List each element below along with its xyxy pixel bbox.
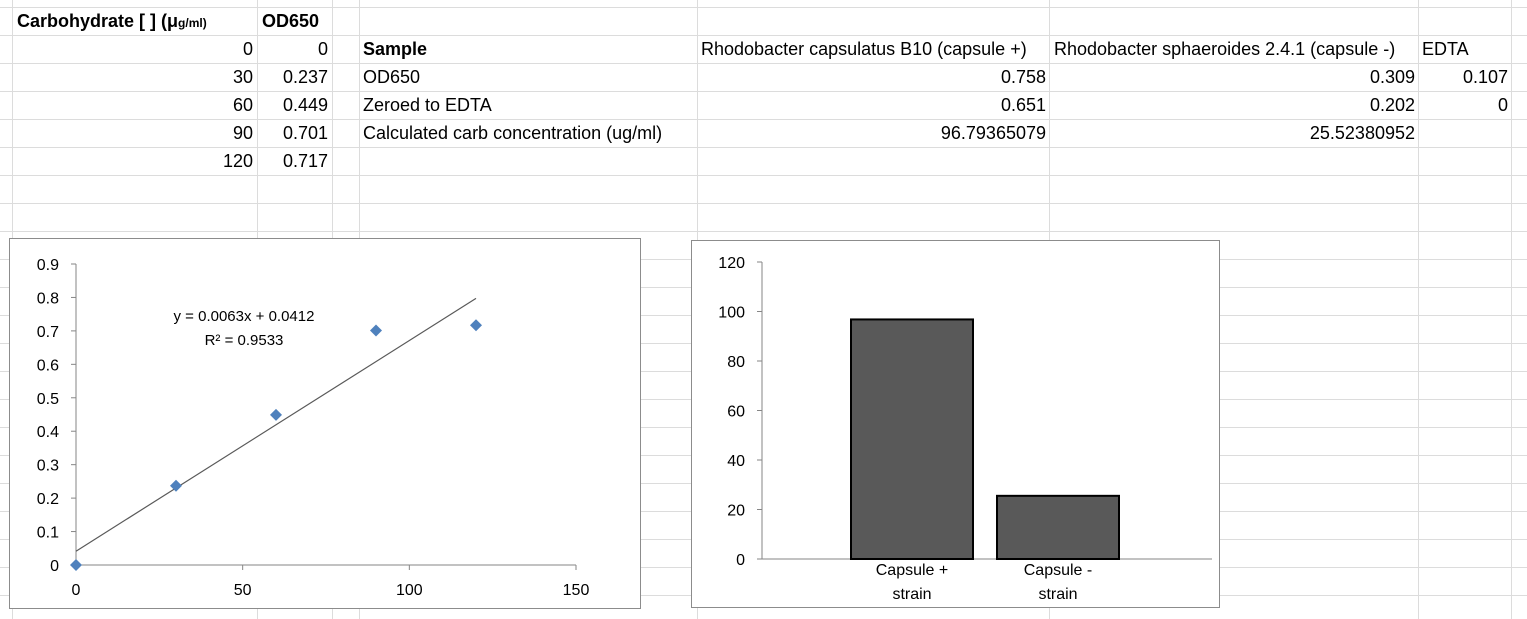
sample-row-label[interactable]: Zeroed to EDTA [363, 95, 492, 115]
y-tick-label: 80 [727, 354, 745, 371]
std-od-cell[interactable]: 0 [317, 39, 328, 59]
x-tick-label: 50 [234, 582, 252, 599]
trendline [75, 297, 477, 552]
bar[interactable] [850, 318, 974, 560]
data-point[interactable] [170, 479, 182, 492]
std-conc-cell[interactable]: 60 [232, 95, 253, 115]
x-tick-label: 100 [396, 582, 423, 599]
data-point[interactable] [70, 559, 82, 571]
y-tick-label: 20 [727, 503, 745, 520]
grid-line [0, 119, 1527, 120]
y-tick-label: 60 [727, 404, 745, 421]
std-od-cell[interactable]: 0.701 [282, 123, 328, 143]
grid-line [0, 147, 1527, 148]
od650-header[interactable]: OD650 [262, 11, 320, 31]
y-tick-label: 40 [727, 453, 745, 470]
x-category-label: strain [1038, 586, 1077, 603]
scatter-plot-svg: 0 0.1 0.2 0.3 0.4 0.5 0.6 0.7 0.8 0.9 0 50 100 150 y… [37, 257, 590, 599]
edta-cell[interactable]: 0.107 [1462, 67, 1508, 87]
grid-line [1418, 0, 1419, 619]
x-category-label: strain [892, 586, 931, 603]
sample-row-label[interactable]: Calculated carb concentration (ug/ml) [363, 123, 663, 143]
std-conc-cell[interactable]: 0 [242, 39, 253, 59]
edta-cell[interactable]: 0 [1497, 95, 1508, 115]
y-tick-label: 0 [50, 558, 59, 575]
sphaeroides-header[interactable]: Rhodobacter sphaeroides 2.4.1 (capsule -… [1054, 39, 1396, 59]
y-tick-label: 100 [718, 305, 745, 322]
grid-line [0, 91, 1527, 92]
grid-line [0, 63, 1527, 64]
capsulatus-cell[interactable]: 0.651 [1000, 95, 1046, 115]
edta-header[interactable]: EDTA [1422, 39, 1469, 59]
std-od-cell[interactable]: 0.449 [282, 95, 328, 115]
carb-conc-header-unit: g/ml) [178, 16, 207, 30]
y-tick-label: 120 [718, 255, 745, 272]
grid-line [0, 175, 1527, 176]
y-tick-label: 0.4 [37, 424, 59, 441]
carb-concentration-bar-chart[interactable]: 0 20 40 60 80 100 120 Capsule + strain Capsule -… [691, 240, 1220, 608]
std-od-cell[interactable]: 0.717 [282, 151, 328, 171]
data-point[interactable] [270, 408, 282, 421]
y-tick-label: 0.1 [37, 525, 59, 542]
carb-conc-header[interactable]: Carbohydrate [ ] (μg/ml) [17, 11, 207, 33]
x-category-label: Capsule + [876, 562, 949, 579]
capsulatus-cell[interactable]: 0.758 [1000, 67, 1046, 87]
bar[interactable] [996, 494, 1120, 560]
std-conc-cell[interactable]: 90 [232, 123, 253, 143]
std-conc-cell[interactable]: 120 [222, 151, 253, 171]
data-point[interactable] [470, 319, 482, 332]
x-tick-label: 0 [72, 582, 81, 599]
y-tick-label: 0.5 [37, 391, 59, 408]
carb-conc-header-text: Carbohydrate [ ] (μ [17, 11, 179, 31]
grid-line [0, 231, 1527, 232]
r-squared-label: R² = 0.9533 [205, 332, 284, 349]
sphaeroides-cell[interactable]: 0.202 [1369, 95, 1415, 115]
sample-header[interactable]: Sample [363, 39, 428, 59]
grid-line [0, 203, 1527, 204]
capsulatus-header[interactable]: Rhodobacter capsulatus B10 (capsule +) [701, 39, 1027, 59]
data-point[interactable] [370, 324, 382, 337]
trendline-equation: y = 0.0063x + 0.0412 [174, 308, 315, 325]
sphaeroides-cell[interactable]: 0.309 [1369, 67, 1415, 87]
std-od-cell[interactable]: 0.237 [282, 67, 328, 87]
y-tick-label: 0.7 [37, 324, 59, 341]
capsulatus-cell[interactable]: 96.79365079 [940, 123, 1046, 143]
bar-chart-svg: 0 20 40 60 80 100 120 Capsule + strain Capsule -… [718, 255, 1212, 603]
x-category-label: Capsule - [1024, 562, 1092, 579]
std-conc-cell[interactable]: 30 [232, 67, 253, 87]
sphaeroides-cell[interactable]: 25.52380952 [1309, 123, 1415, 143]
sample-row-label[interactable]: OD650 [363, 67, 421, 87]
x-tick-label: 150 [563, 582, 590, 599]
grid-line [1511, 0, 1512, 619]
grid-line [0, 35, 1527, 36]
y-tick-label: 0.9 [37, 257, 59, 274]
y-tick-label: 0.3 [37, 458, 59, 475]
standard-curve-chart[interactable]: 0 0.1 0.2 0.3 0.4 0.5 0.6 0.7 0.8 0.9 0 50 100 150 y… [9, 238, 641, 609]
y-tick-label: 0.2 [37, 491, 59, 508]
y-tick-label: 0.6 [37, 357, 59, 374]
y-tick-label: 0.8 [37, 290, 59, 307]
y-tick-label: 0 [736, 552, 745, 569]
grid-line [0, 7, 1527, 8]
